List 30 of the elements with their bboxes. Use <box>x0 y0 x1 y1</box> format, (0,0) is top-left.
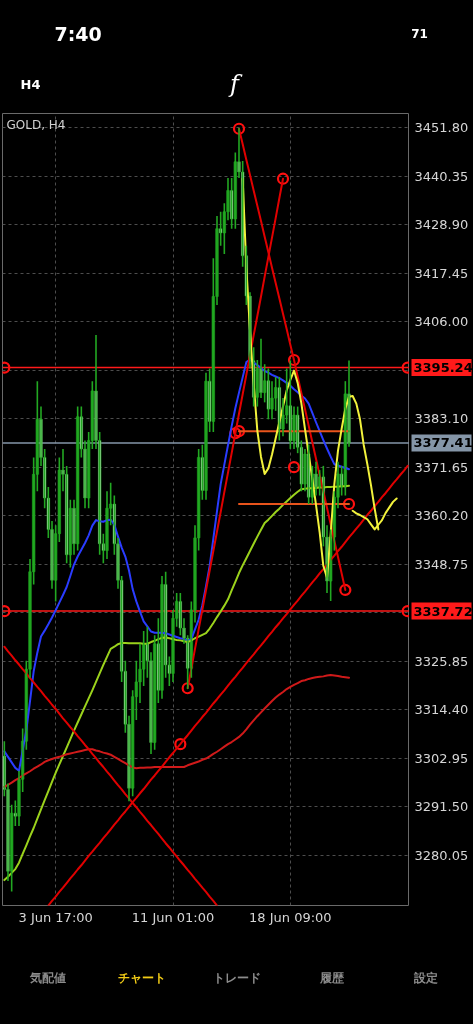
x-tick-label: 18 Jun 09:00 <box>249 909 332 925</box>
text: 気配値 <box>28 970 66 985</box>
y-tick-label: 3325.85 <box>414 653 469 669</box>
chart-title: GOLD, H4 <box>6 117 66 132</box>
text: 設定 <box>412 970 438 985</box>
ref-line-label: 3377.41 <box>413 435 473 451</box>
y-tick-label: 3302.95 <box>414 750 469 766</box>
y-tick-label: 3417.45 <box>414 265 469 281</box>
y-tick-label: 3406.00 <box>414 314 469 330</box>
text: トレード <box>212 970 261 985</box>
y-tick-label: 3383.10 <box>414 411 469 427</box>
y-tick-label: 3291.50 <box>414 799 469 815</box>
ref-line-label: 3337.72 <box>413 603 473 619</box>
text: 71 <box>411 27 428 41</box>
y-tick-label: 3451.80 <box>414 120 469 136</box>
text: チャート <box>117 970 166 985</box>
x-tick-label: 3 Jun 17:00 <box>18 909 93 925</box>
text: 履歴 <box>318 970 345 985</box>
text: H4 <box>20 77 41 92</box>
ref-line-label: 3395.24 <box>413 359 473 375</box>
y-tick-label: 3428.90 <box>414 217 469 233</box>
text: f <box>228 69 244 98</box>
y-tick-label: 3314.40 <box>414 702 469 718</box>
y-tick-label: 3371.65 <box>414 459 469 475</box>
y-tick-label: 3440.35 <box>414 168 469 184</box>
x-tick-label: 11 Jun 01:00 <box>131 909 215 925</box>
y-tick-label: 3280.05 <box>414 847 469 863</box>
y-tick-label: 3348.75 <box>414 556 469 572</box>
y-tick-label: 3360.20 <box>414 508 469 524</box>
text: 7:40 <box>54 22 102 45</box>
